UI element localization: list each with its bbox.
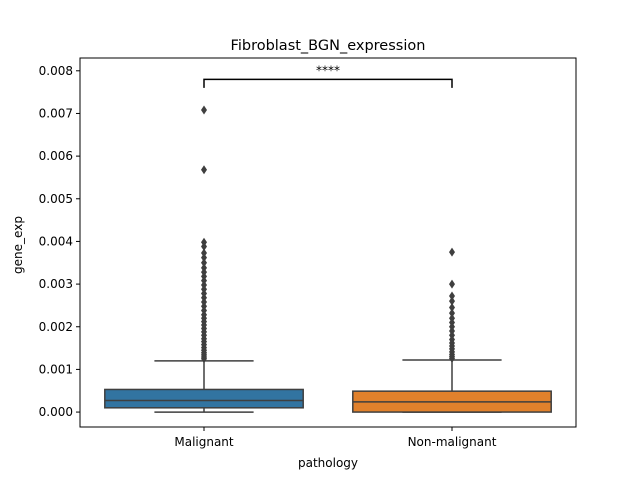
y-tick-label: 0.001 [39,362,73,376]
y-tick-label: 0.003 [39,277,73,291]
outlier-point [201,354,207,364]
outlier-point [449,303,455,313]
chart-title: Fibroblast_BGN_expression [231,38,426,54]
y-tick-label: 0.006 [39,149,73,163]
significance-bracket [203,78,453,88]
x-axis-label: pathology [298,456,358,470]
outlier-point [449,279,455,289]
significance-label: **** [316,63,340,77]
outlier-point [449,296,455,306]
outlier-point [449,247,455,257]
y-tick-label: 0.000 [39,405,73,419]
x-tick-label: Non-malignant [408,435,497,449]
box-malignant [104,388,304,409]
y-tick-label: 0.007 [39,106,73,120]
x-tick-label: Malignant [174,435,234,449]
outlier-point [201,105,207,115]
outlier-point [201,165,207,175]
y-tick-label: 0.008 [39,64,73,78]
y-tick-label: 0.004 [39,234,73,248]
axes-frame [79,57,577,428]
outlier-point [449,353,455,363]
plot-area: **** 0.000 0.001 0.002 0.003 0.004 0.005 0.006 0… [39,57,577,449]
y-tick-label: 0.002 [39,320,73,334]
outlier-point [201,248,207,258]
outlier-point [201,258,207,268]
outlier-point [201,242,207,252]
y-tick-label: 0.005 [39,192,73,206]
outlier-point [201,253,207,263]
y-axis-label: gene_exp [11,216,25,274]
outlier-point [449,291,455,301]
outlier-point [449,308,455,318]
